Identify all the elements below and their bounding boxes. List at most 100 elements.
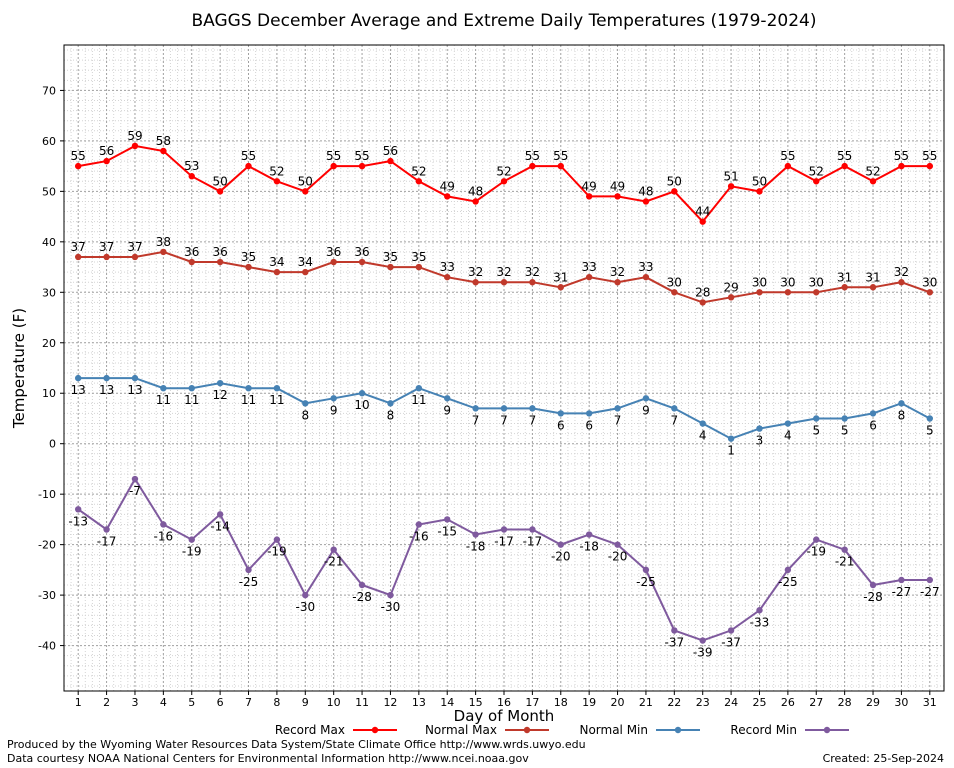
normal-max-point [273, 268, 281, 276]
legend-label: Record Min [730, 723, 797, 737]
normal-min-point [898, 400, 905, 407]
x-tick-label: 11 [355, 696, 369, 709]
normal-min-data-label: 9 [443, 403, 451, 417]
record-max-data-label: 50 [298, 174, 313, 188]
record-max-data-label: 49 [610, 179, 625, 193]
normal-min-data-label: 11 [241, 393, 256, 407]
normal-max-data-label: 31 [865, 270, 880, 284]
normal-max-point [614, 279, 621, 286]
record-max-point [671, 188, 678, 195]
normal-min-point [699, 420, 706, 427]
record-min-point [444, 516, 451, 523]
normal-max-point [444, 273, 451, 281]
normal-max-data-label: 32 [468, 265, 483, 279]
record-min-data-label: -25 [636, 575, 656, 589]
record-max-point [869, 178, 877, 185]
record-min-data-label: -21 [835, 555, 855, 569]
x-tick-label: 13 [412, 696, 426, 709]
record-max-point [74, 162, 82, 170]
series-normal-max: 37 37 37 38 36 36 35 34 34 36 36 35 35 33 32 32 32 31 33 32… [71, 235, 937, 306]
normal-max-point [557, 284, 564, 291]
record-min-data-label: -20 [551, 550, 571, 564]
record-min-data-label: -39 [693, 646, 713, 660]
legend-label: Record Max [275, 723, 345, 737]
record-min-data-label: -28 [352, 590, 372, 604]
normal-min-point [727, 435, 735, 442]
normal-max-data-label: 32 [894, 265, 909, 279]
record-min-data-label: -25 [778, 575, 798, 589]
normal-min-point [557, 410, 564, 417]
record-max-point [813, 178, 820, 185]
normal-min-point [671, 405, 678, 412]
record-min-point [160, 521, 167, 528]
x-tick-label: 15 [469, 696, 483, 709]
record-max-data-label: 56 [99, 144, 114, 158]
normal-min-data-label: 1 [727, 444, 735, 458]
x-tick-label: 30 [894, 696, 908, 709]
normal-max-point [699, 299, 706, 306]
record-max-point [245, 162, 252, 170]
record-max-point [131, 142, 139, 150]
record-min-data-label: -19 [267, 545, 287, 559]
x-tick-label: 4 [160, 696, 167, 709]
normal-min-point [444, 395, 451, 402]
normal-max-point [131, 253, 139, 261]
normal-min-point [415, 384, 423, 392]
normal-max-point [898, 279, 905, 286]
record-min-data-label: -33 [750, 615, 770, 629]
record-min-point [727, 627, 735, 634]
normal-max-point [188, 258, 195, 266]
normal-max-data-label: 37 [71, 240, 86, 254]
record-max-point [444, 193, 451, 200]
series-record-max: 55 56 59 58 53 50 55 52 50 55 55 56 52 49 48 52 55 55 49 49… [71, 129, 937, 225]
record-min-data-label: -30 [381, 600, 401, 614]
x-tick-label: 17 [525, 696, 539, 709]
x-tick-label: 6 [217, 696, 224, 709]
x-tick-label: 7 [245, 696, 252, 709]
normal-max-data-label: 32 [525, 265, 540, 279]
normal-max-point [74, 253, 82, 261]
normal-max-data-label: 30 [809, 275, 824, 289]
record-min-data-label: -16 [409, 529, 429, 543]
normal-max-data-label: 28 [695, 285, 710, 299]
record-min-point [273, 536, 281, 543]
normal-max-data-label: 34 [269, 255, 284, 269]
record-max-point [699, 218, 706, 225]
y-tick-label: 10 [42, 387, 56, 400]
normal-max-point [302, 268, 309, 276]
y-tick-label: 60 [42, 135, 56, 148]
record-min-data-label: -13 [68, 514, 88, 528]
normal-min-point [472, 405, 479, 412]
x-tick-label: 19 [582, 696, 596, 709]
record-max-point [330, 162, 337, 170]
normal-min-data-label: 13 [127, 383, 142, 397]
normal-max-point [869, 284, 877, 291]
record-min-point [330, 546, 337, 553]
normal-min-point [216, 379, 224, 387]
normal-min-data-label: 8 [301, 408, 309, 422]
record-max-data-label: 52 [269, 164, 284, 178]
legend-item-normal-min: Normal Min [579, 723, 700, 737]
x-tick-label: 3 [131, 696, 138, 709]
record-max-point [273, 178, 281, 185]
record-min-data-label: -18 [466, 540, 486, 554]
record-max-data-label: 52 [809, 164, 824, 178]
x-tick-label: 23 [696, 696, 710, 709]
normal-min-data-label: 6 [585, 418, 593, 432]
x-tick-label: 21 [639, 696, 653, 709]
normal-min-data-label: 6 [869, 418, 877, 432]
record-min-data-label: -15 [437, 524, 457, 538]
record-max-data-label: 48 [638, 184, 653, 198]
legend-item-record-min: Record Min [730, 723, 849, 737]
normal-min-point [358, 390, 366, 397]
record-max-data-label: 50 [752, 174, 767, 188]
normal-max-point [216, 258, 224, 266]
record-max-data-label: 53 [184, 159, 199, 173]
normal-max-point [585, 273, 593, 281]
legend-item-record-max: Record Max [275, 723, 397, 737]
normal-min-data-label: 7 [472, 413, 480, 427]
record-max-data-label: 58 [156, 134, 171, 148]
record-min-point [415, 521, 423, 528]
record-max-data-label: 55 [922, 149, 937, 163]
